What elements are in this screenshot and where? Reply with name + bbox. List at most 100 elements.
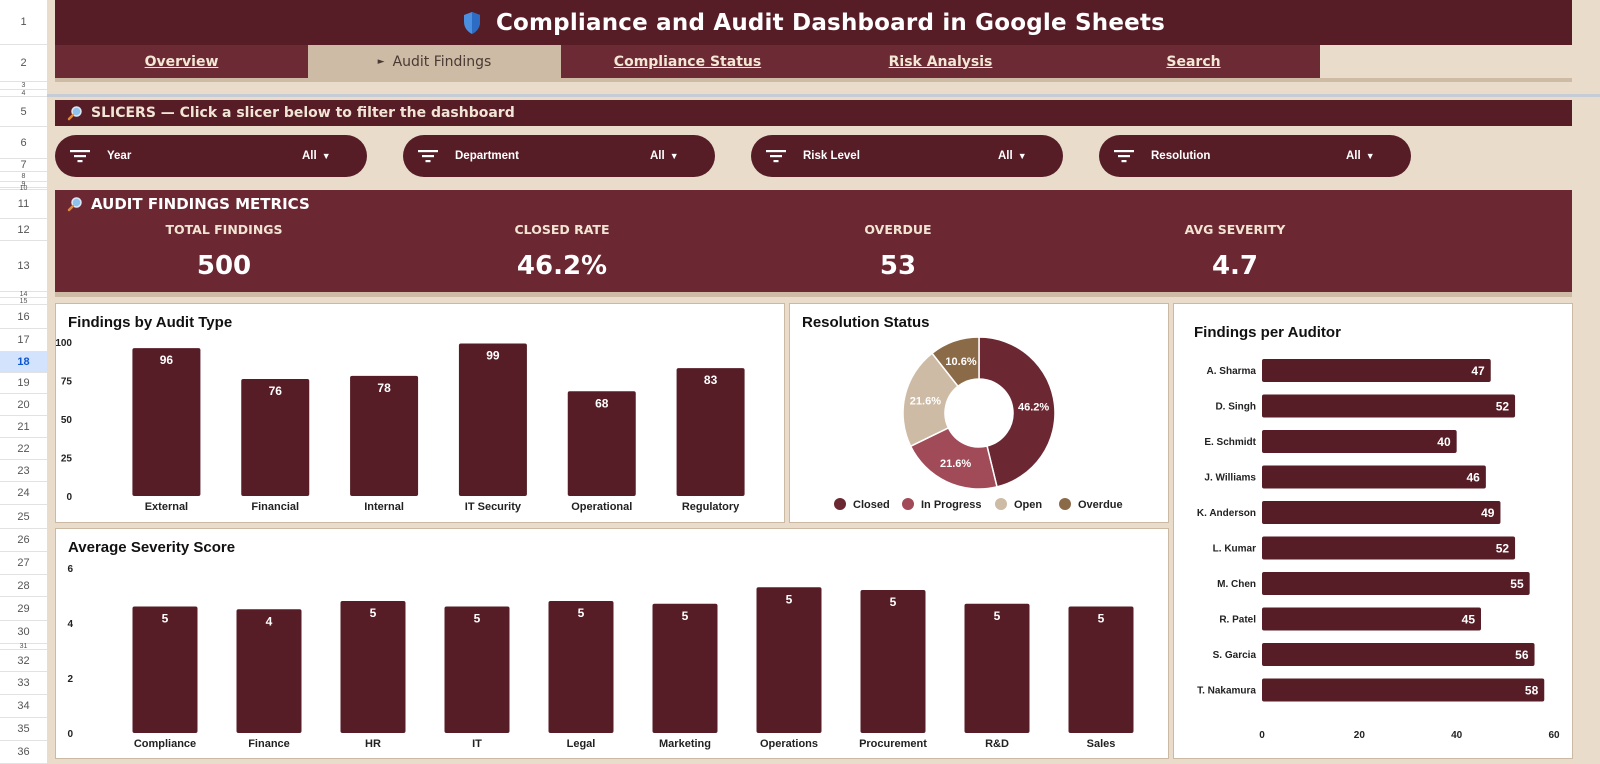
chart-panel-severity[interactable]: Average Severity Score 0 2 4 6 5 Compliance 4 F…: [55, 528, 1169, 759]
shield-icon: [463, 11, 480, 34]
data-label: 46.2%: [1018, 401, 1049, 413]
tab-search[interactable]: Search: [1067, 45, 1320, 78]
row-number[interactable]: 15: [0, 298, 47, 305]
row-number[interactable]: 17: [0, 329, 47, 352]
row-number[interactable]: 25: [0, 505, 47, 529]
row-number[interactable]: 34: [0, 695, 47, 718]
row-number[interactable]: 33: [0, 672, 47, 695]
row-number[interactable]: 16: [0, 305, 47, 329]
metrics-title: AUDIT FINDINGS METRICS: [91, 195, 310, 213]
row-number[interactable]: 2: [0, 45, 47, 82]
bar: [756, 587, 822, 733]
bar: [1262, 536, 1516, 560]
metric-overdue: OVERDUE 53: [778, 222, 1018, 281]
row-number[interactable]: 5: [0, 97, 47, 127]
slicer-department[interactable]: Department All ▼: [403, 135, 715, 177]
row-number[interactable]: 27: [0, 552, 47, 575]
row-number[interactable]: 22: [0, 438, 47, 460]
bar: [340, 601, 406, 733]
row-number[interactable]: 26: [0, 529, 47, 552]
tab-compliance-status[interactable]: Compliance Status: [561, 45, 814, 78]
legend-label: In Progress: [921, 499, 982, 511]
row-number[interactable]: 12: [0, 219, 47, 241]
row-number[interactable]: 7: [0, 159, 47, 172]
row-number[interactable]: 28: [0, 575, 47, 597]
row-number[interactable]: 10: [0, 185, 47, 192]
y-tick-label: A. Sharma: [1207, 366, 1257, 377]
data-label: 52: [1496, 542, 1510, 556]
data-label: 5: [474, 612, 481, 626]
donut-slice: [978, 336, 1056, 488]
metric-label: TOTAL FINDINGS: [165, 222, 283, 237]
x-tick-label: Internal: [364, 501, 404, 513]
x-tick-label: Compliance: [134, 738, 196, 750]
bar: [1262, 572, 1530, 595]
x-tick-label: Finance: [248, 738, 290, 750]
row-number[interactable]: 3: [0, 82, 47, 90]
tab-audit-findings[interactable]: ► Audit Findings: [308, 45, 561, 78]
x-tick-label: Legal: [567, 738, 596, 750]
slicer-resolution[interactable]: Resolution All ▼: [1099, 135, 1411, 177]
chart-panel-resolution[interactable]: Resolution Status 46.2% 21.6% 21.6% 10.6% Cl…: [789, 303, 1169, 523]
row-number[interactable]: 14: [0, 291, 47, 298]
row-number[interactable]: 35: [0, 718, 47, 741]
tab-overview[interactable]: Overview: [55, 45, 308, 78]
x-tick-label: External: [145, 501, 188, 513]
data-label: 55: [1510, 577, 1524, 591]
row-number[interactable]: 24: [0, 482, 47, 505]
row-number[interactable]: 1: [0, 0, 47, 45]
data-label: 96: [160, 353, 174, 367]
y-tick-label: T. Nakamura: [1197, 686, 1256, 697]
chart-panel-audit-type[interactable]: Findings by Audit Type 0 25 50 75 100 96 Exter…: [55, 303, 785, 523]
data-label: 45: [1462, 613, 1476, 627]
row-number[interactable]: 4: [0, 90, 47, 97]
row-number[interactable]: 19: [0, 373, 47, 394]
y-tick-label: J. Williams: [1204, 473, 1256, 484]
row-number[interactable]: 13: [0, 241, 47, 292]
row-number[interactable]: 8: [0, 172, 47, 182]
bar: [860, 590, 926, 733]
row-number[interactable]: 20: [0, 394, 47, 416]
slicer-label: Department: [455, 150, 519, 162]
data-label: 76: [269, 384, 283, 398]
legend-swatch: [995, 498, 1007, 510]
chart-title: Findings by Audit Type: [68, 314, 233, 331]
tab-risk-analysis[interactable]: Risk Analysis: [814, 45, 1067, 78]
bar: [548, 601, 614, 733]
x-tick-label: HR: [365, 738, 381, 750]
data-label: 4: [266, 614, 273, 628]
y-tick-label: 50: [61, 415, 73, 426]
bar: [1262, 359, 1491, 382]
row-number[interactable]: 18: [0, 352, 47, 373]
x-tick-label: Procurement: [859, 738, 927, 750]
x-tick-label: Financial: [251, 501, 299, 513]
metric-value: 500: [196, 251, 252, 281]
caret-down-icon: ▼: [1017, 151, 1027, 161]
page-title: Compliance and Audit Dashboard in Google…: [495, 9, 1166, 36]
row-number[interactable]: 23: [0, 460, 47, 482]
donut-slice: [930, 336, 980, 388]
row-number[interactable]: 32: [0, 650, 47, 672]
row-number[interactable]: 21: [0, 416, 47, 438]
y-tick-label: 25: [61, 454, 73, 465]
chart-title: Average Severity Score: [68, 539, 236, 556]
slicer-value: All: [1346, 150, 1361, 162]
row-number[interactable]: 29: [0, 597, 47, 621]
data-label: 47: [1471, 364, 1485, 378]
slicer-year[interactable]: Year All ▼: [55, 135, 367, 177]
data-label: 10.6%: [945, 356, 976, 368]
row-number[interactable]: 6: [0, 127, 47, 159]
y-tick-label: 100: [56, 338, 72, 349]
row-number[interactable]: 9: [0, 181, 47, 188]
frozen-rows-divider[interactable]: [47, 94, 1600, 97]
slicer-risk-level[interactable]: Risk Level All ▼: [751, 135, 1063, 177]
metric-label: OVERDUE: [864, 222, 932, 237]
y-tick-label: 2: [67, 674, 73, 685]
row-number[interactable]: 11: [0, 190, 47, 219]
data-label: 99: [486, 349, 500, 363]
row-number[interactable]: 36: [0, 741, 47, 764]
metric-avg-severity: AVG SEVERITY 4.7: [1115, 222, 1355, 281]
row-number[interactable]: 30: [0, 621, 47, 644]
chart-panel-auditor[interactable]: Findings per Auditor 47 A. Sharma 52 D. Sin…: [1173, 303, 1573, 759]
row-number[interactable]: 31: [0, 643, 47, 650]
